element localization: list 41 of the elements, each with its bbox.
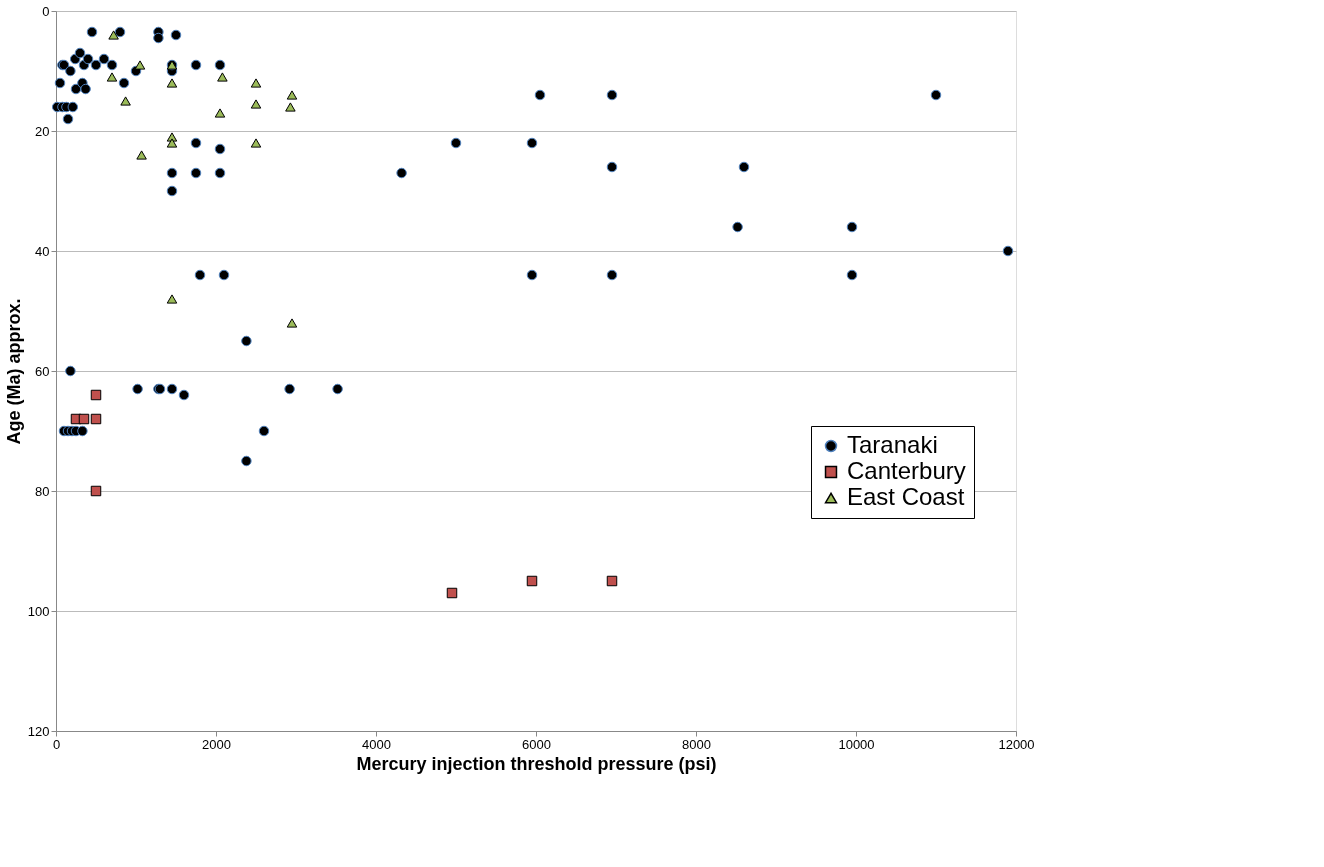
point [217,72,228,82]
y-tick-label: 120 [27,723,50,739]
legend-label: Canterbury [847,457,966,484]
point [108,30,119,40]
x-tick-label: 12000 [998,736,1035,752]
x-tick-label: 2000 [202,736,231,752]
point [90,485,102,497]
x-tick-label: 0 [52,736,61,752]
point [90,413,102,425]
x-tick-label: 6000 [522,736,551,752]
legend-label: Taranaki [847,431,938,458]
y-tick-label: 20 [35,123,50,139]
y-tick-label: 80 [35,483,50,499]
point [606,575,618,587]
point [250,78,262,88]
point [78,413,90,425]
y-axis-title: Age (Ma) approx. [3,298,24,445]
x-axis-title: Mercury injection threshold pressure (psi) [356,753,717,774]
y-tick-label: 100 [27,603,50,619]
point [166,294,178,304]
point [214,108,226,118]
point [136,150,147,160]
x-tick-label: 8000 [682,736,711,752]
point [250,99,262,109]
point [120,96,131,106]
point [166,138,178,148]
point [446,587,458,599]
y-tick-label: 40 [35,243,50,259]
point [250,138,262,148]
point [285,102,296,112]
x-tick-label: 4000 [362,736,391,752]
y-tick-label: 0 [42,3,50,19]
point [166,78,178,88]
point [106,72,118,82]
point [286,318,298,328]
point [90,389,102,401]
y-tick-label: 60 [35,363,50,379]
point [286,90,298,100]
legend-label: East Coast [847,483,965,510]
x-tick-label: 10000 [838,736,875,752]
point [526,575,538,587]
